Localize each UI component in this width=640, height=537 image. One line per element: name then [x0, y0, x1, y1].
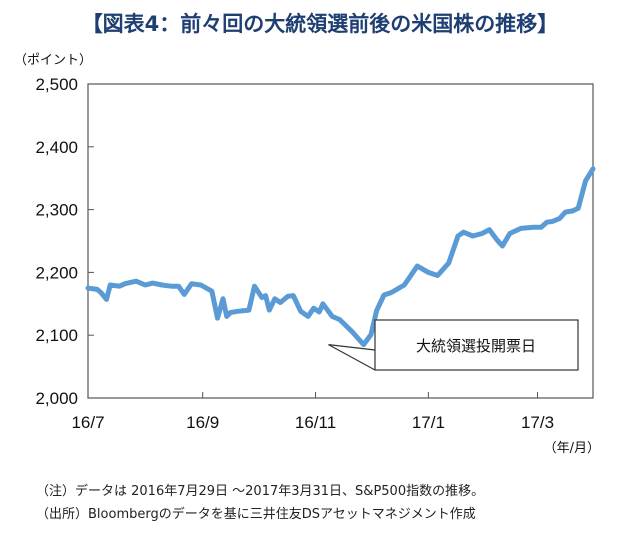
y-tick-label: 2,500 — [35, 75, 78, 94]
x-tick-label: 17/3 — [521, 413, 554, 432]
y-tick-label: 2,200 — [35, 263, 78, 282]
annotation-label: 大統領選投開票日 — [416, 337, 536, 355]
x-axis-ticks: 16/7 16/9 16/11 17/1 17/3 — [71, 392, 554, 432]
plot-frame — [87, 83, 594, 399]
x-tick-label: 16/9 — [186, 413, 219, 432]
footnote-source: （出所）Bloombergのデータを基に三井住友DSアセットマネジメント作成 — [36, 507, 476, 522]
y-axis-unit: （ポイント） — [14, 53, 92, 68]
y-axis-ticks: 2,000 2,100 2,200 2,300 2,400 2,500 — [35, 75, 94, 408]
chart-title: 【図表4：前々回の大統領選前後の米国株の推移】 — [81, 12, 559, 36]
y-tick-label: 2,400 — [35, 138, 78, 157]
series-line-sp500 — [85, 166, 596, 348]
y-tick-label: 2,000 — [35, 389, 78, 408]
annotation-leader-line — [328, 344, 376, 351]
annotation-leader-line — [328, 344, 376, 371]
annotation-box — [374, 319, 579, 371]
y-tick-label: 2,300 — [35, 201, 78, 220]
x-tick-label: 16/7 — [71, 413, 104, 432]
footnote-note: （注）データは 2016年7月29日 ～2017年3月31日、S&P500指数の… — [36, 484, 485, 499]
x-tick-label: 16/11 — [295, 413, 336, 432]
y-tick-label: 2,100 — [35, 326, 78, 345]
x-tick-label: 17/1 — [412, 413, 445, 432]
x-axis-unit: （年/月） — [544, 441, 600, 456]
